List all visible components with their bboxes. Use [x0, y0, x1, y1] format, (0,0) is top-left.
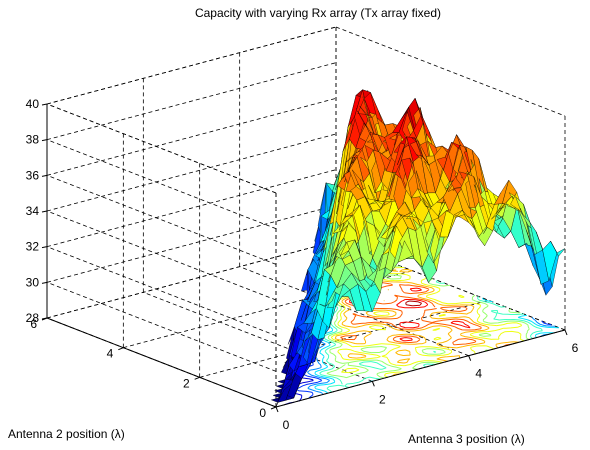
- x-tick-mark: [468, 355, 472, 361]
- x-axis-ticks: 0 2 4 6: [275, 329, 579, 432]
- z-tick-mark: [41, 281, 48, 284]
- x-axis-line: [275, 329, 566, 408]
- grid-line: [123, 270, 413, 349]
- y-tick-mark: [194, 376, 200, 380]
- z-tick-label: 30: [26, 275, 40, 289]
- axes-box: [46, 26, 566, 408]
- grid-line: [46, 281, 277, 372]
- x-axis-label: Antenna 3 position (λ): [408, 432, 525, 446]
- z-tick-label: 34: [26, 204, 40, 218]
- surface-patch: [550, 241, 566, 257]
- x-tick-mark: [564, 329, 568, 336]
- surface-mesh: [271, 89, 566, 408]
- grid-line: [46, 174, 277, 265]
- y-tick-label: 6: [30, 317, 37, 331]
- x-tick-label: 0: [283, 418, 290, 432]
- z-tick-label: 38: [26, 133, 40, 147]
- axes-box-edge: [46, 26, 337, 105]
- grid-line: [46, 204, 337, 283]
- x-tick-label: 4: [475, 367, 482, 381]
- y-axis-label: Antenna 2 position (λ): [8, 427, 125, 441]
- grid-line: [46, 169, 337, 248]
- axes-box-edge: [335, 26, 566, 117]
- grid-line: [46, 133, 337, 212]
- y-axis-ticks: 0 2 4 6: [30, 317, 277, 420]
- x-tick-mark: [371, 381, 375, 387]
- z-tick-label: 28: [26, 311, 40, 325]
- grid-line: [46, 240, 337, 319]
- z-axis-ticks: 28 30 32 34 36 38 40: [26, 97, 48, 325]
- z-tick-mark: [41, 174, 48, 177]
- y-tick-mark: [118, 347, 124, 351]
- y-axis-line: [46, 317, 277, 408]
- z-tick-mark: [41, 139, 48, 142]
- z-tick-label: 36: [26, 168, 40, 182]
- z-tick-mark: [41, 103, 48, 106]
- grid-line: [46, 210, 277, 301]
- grid-line: [143, 291, 373, 382]
- z-tick-mark: [41, 246, 48, 249]
- axes-box-edge: [46, 103, 277, 194]
- z-tick-label: 40: [26, 97, 40, 111]
- z-tick-mark: [41, 210, 48, 213]
- y-tick-label: 0: [259, 406, 266, 420]
- x-tick-label: 6: [572, 341, 579, 355]
- x-tick-label: 2: [379, 392, 386, 406]
- grid-line: [46, 97, 337, 176]
- grid-line: [46, 62, 337, 141]
- y-tick-label: 2: [183, 376, 190, 390]
- y-tick-label: 4: [107, 347, 114, 361]
- grid-line: [46, 246, 277, 337]
- grid-line: [46, 139, 277, 230]
- grid-line: [239, 266, 469, 357]
- y-tick-mark: [270, 406, 277, 410]
- x-tick-mark: [275, 406, 279, 413]
- z-tick-label: 32: [26, 240, 40, 254]
- chart-title: Capacity with varying Rx array (Tx array…: [195, 6, 441, 20]
- y-tick-mark: [41, 317, 48, 321]
